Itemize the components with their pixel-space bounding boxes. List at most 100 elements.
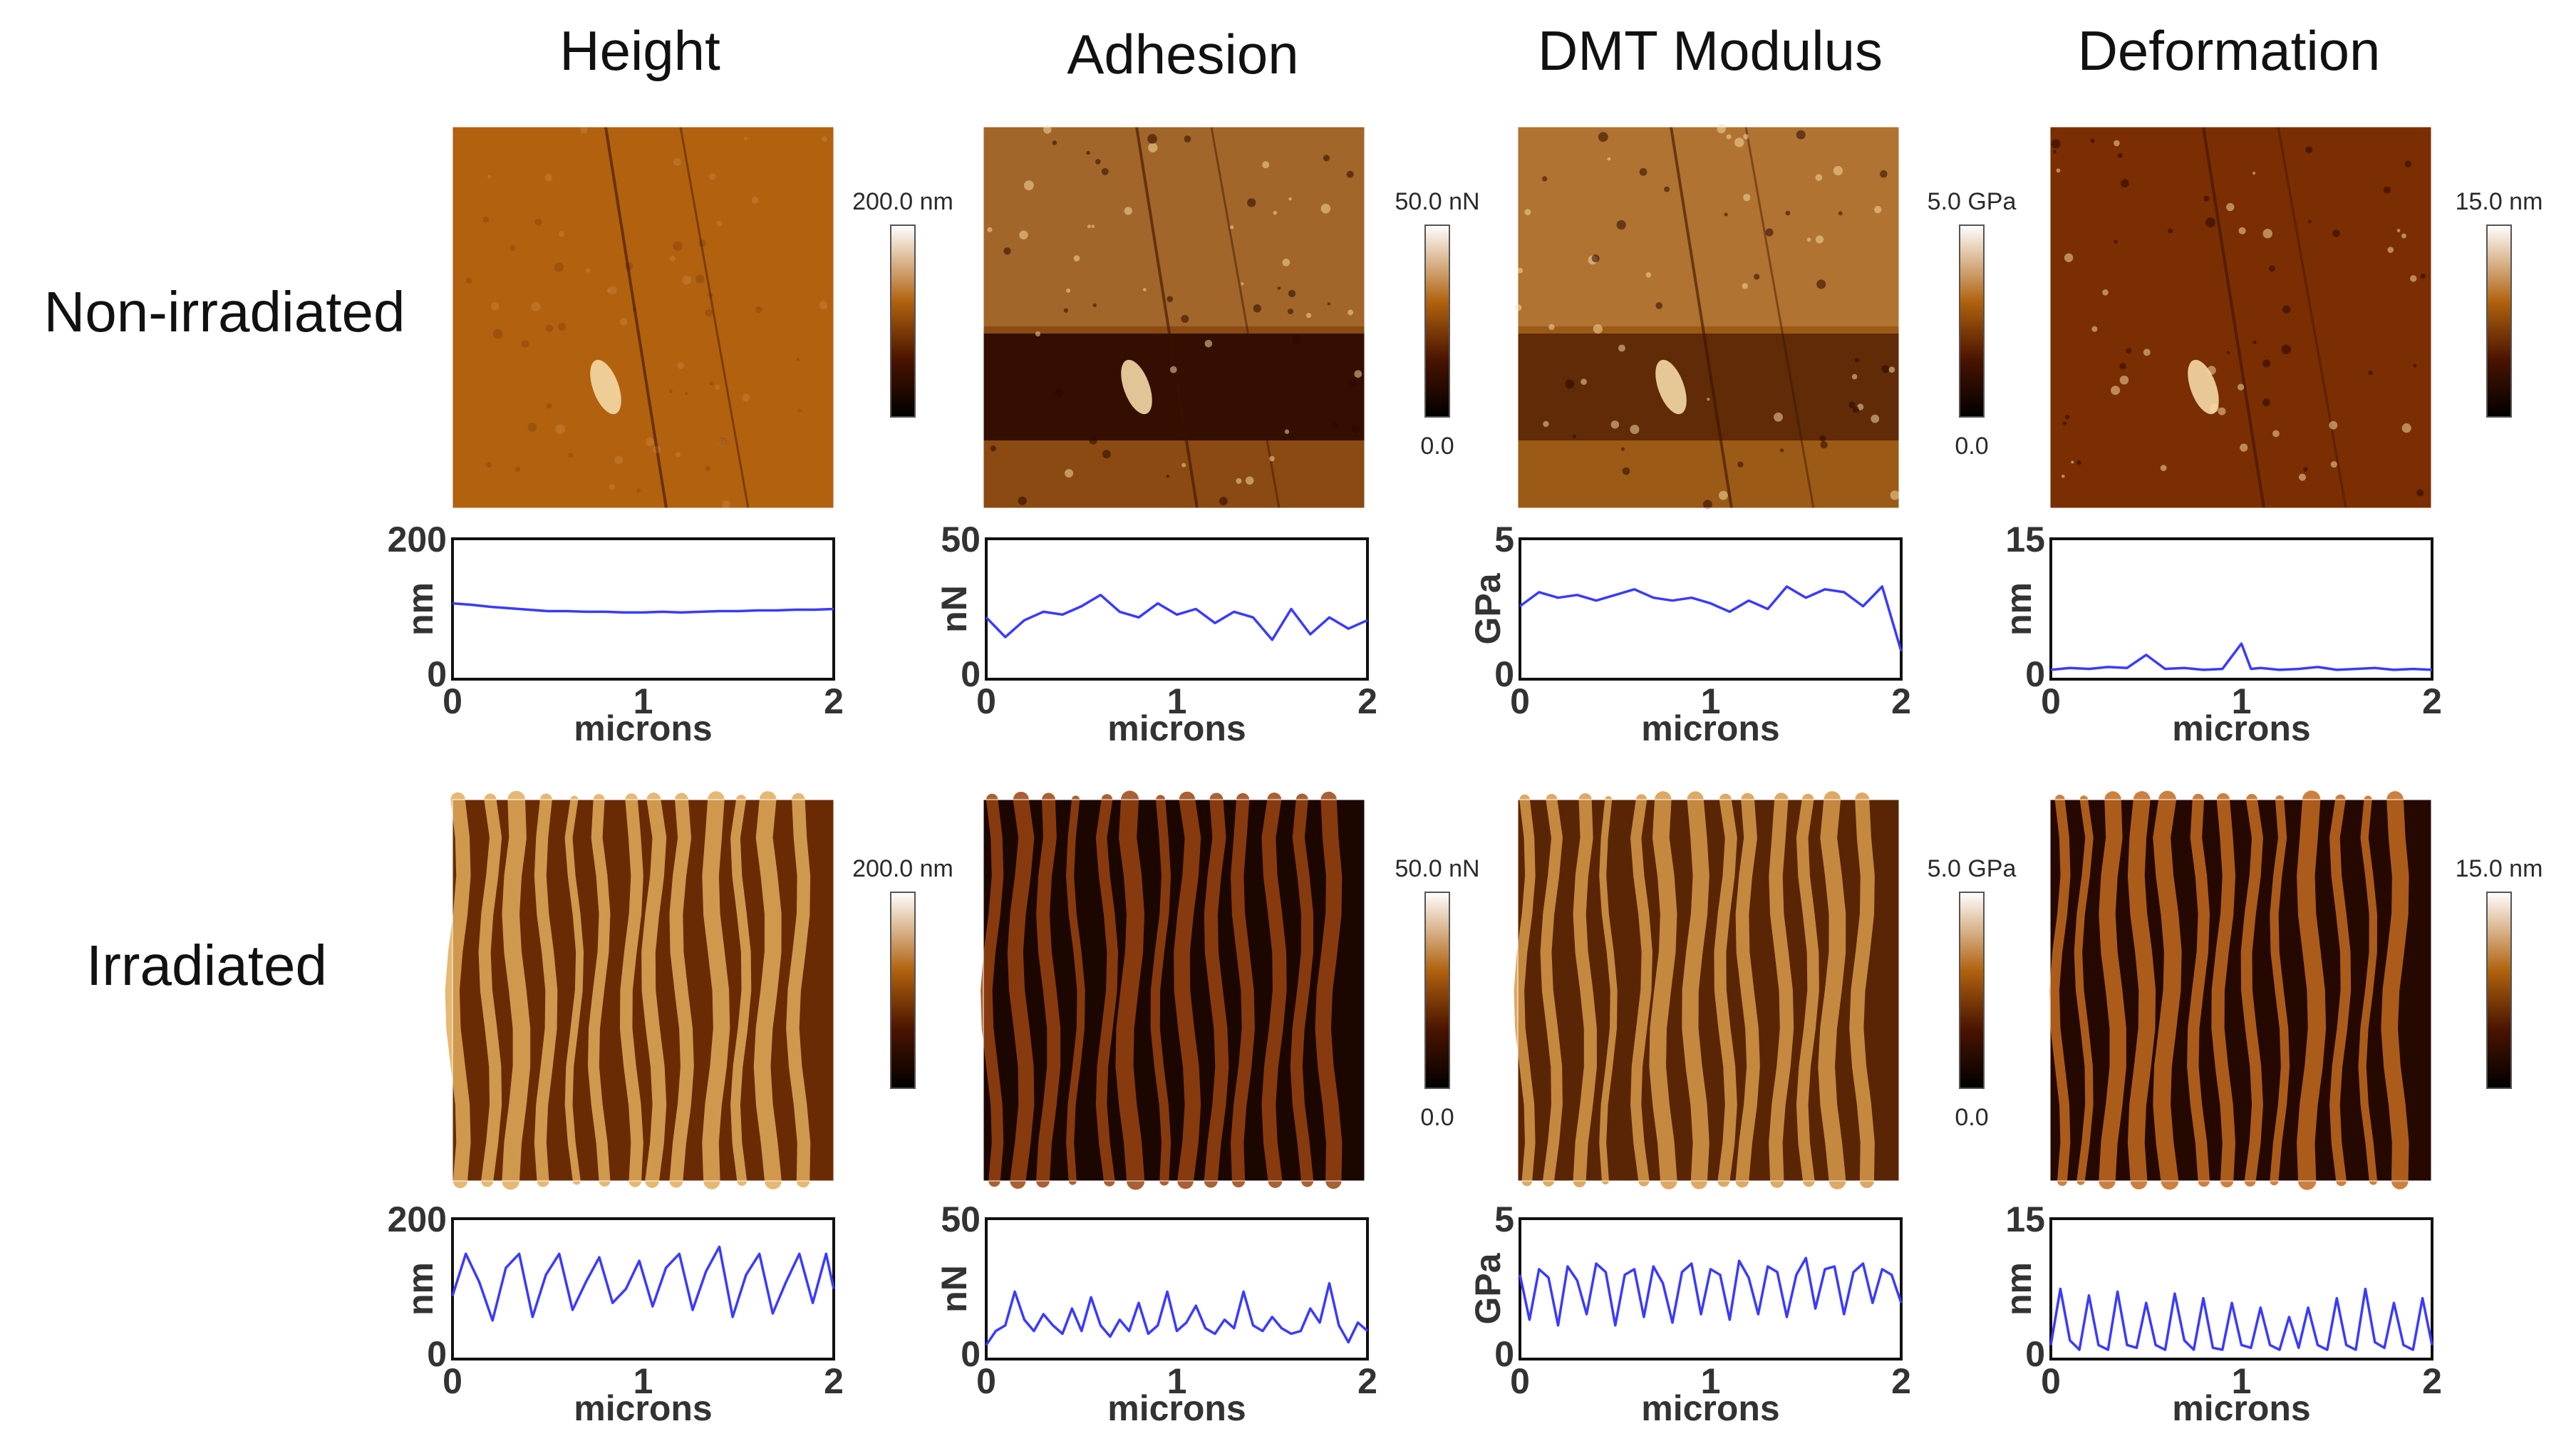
x-tick-label: 0: [443, 681, 462, 721]
y-tick-label-min: 0: [427, 654, 447, 694]
y-tick-label-max: 50: [941, 1199, 981, 1239]
x-axis-label: microns: [1641, 708, 1780, 748]
colorbar-min-label: 0.0: [1955, 433, 1988, 460]
x-tick-label: 1: [2232, 681, 2252, 721]
x-tick-label: 0: [976, 681, 996, 721]
colorbar-height-non-irradiated: 200.0 nm: [852, 188, 953, 418]
profile-plot-adhesion-irradiated: 50 00 1 2 microns nN: [934, 1199, 1377, 1428]
y-tick-label-max: 5: [1494, 520, 1514, 559]
y-tick-label-max: 5: [1494, 1199, 1514, 1239]
profile-plot-dmt-modulus-non-irradiated: 5 00 1 2 microns GPa: [1468, 520, 1911, 748]
y-axis-label: nm: [400, 1262, 440, 1316]
plot-frame: [2049, 537, 2433, 681]
x-axis-label: microns: [1107, 1388, 1246, 1428]
y-tick-label-min: 0: [2025, 654, 2045, 694]
colorbar-max-label: 5.0 GPa: [1928, 188, 2017, 215]
x-tick-label: 2: [1891, 1361, 1911, 1401]
colorbar-max-label: 200.0 nm: [852, 188, 953, 215]
x-tick-label: 1: [1701, 1361, 1721, 1401]
x-tick-label: 1: [1701, 681, 1721, 721]
x-tick-label: 2: [1357, 1361, 1377, 1401]
colorbar-max-label: 5.0 GPa: [1928, 855, 2017, 882]
x-tick-label: 0: [2041, 681, 2061, 721]
profile-plot-deformation-non-irradiated: 15 00 1 2 microns nm: [1999, 520, 2442, 748]
colorbar-deformation-irradiated: 15.0 nm: [2456, 855, 2543, 1089]
afm-map-dmt-modulus-irradiated: [1514, 791, 1900, 1189]
x-tick-label: 2: [1891, 681, 1911, 721]
column-header-dmt-modulus: DMT Modulus: [1538, 19, 1883, 82]
colorbar-dmt-modulus-irradiated: 5.0 GPa 0.0: [1928, 855, 2017, 1131]
colorbar-min-label: 0.0: [1420, 1104, 1454, 1131]
x-tick-label: 2: [824, 1361, 844, 1401]
y-tick-label-min: 0: [427, 1334, 447, 1374]
plot-frame: [1519, 537, 1903, 681]
afm-map-height-irradiated: [445, 790, 834, 1190]
y-tick-label-min: 0: [2025, 1334, 2045, 1374]
column-header-height: Height: [559, 19, 720, 82]
colorbar-min-label: 0.0: [1420, 433, 1454, 460]
column-header-adhesion: Adhesion: [1067, 23, 1298, 86]
row-label-irradiated: Irradiated: [86, 934, 327, 997]
y-tick-label-max: 15: [2005, 520, 2045, 559]
y-tick-label-max: 200: [388, 520, 447, 559]
colorbar-dmt-modulus-non-irradiated: 5.0 GPa 0.0: [1928, 188, 2017, 460]
row-label-non-irradiated: Non-irradiated: [44, 280, 405, 344]
afm-map-dmt-modulus-non-irradiated: [1515, 124, 1900, 510]
y-axis-label: nm: [400, 582, 440, 636]
x-axis-label: microns: [2172, 708, 2311, 748]
colorbar-max-label: 200.0 nm: [852, 855, 953, 882]
y-axis-label: GPa: [1468, 1252, 1508, 1324]
plot-frame: [985, 1217, 1369, 1361]
x-axis-label: microns: [1107, 708, 1246, 748]
x-tick-label: 1: [633, 681, 653, 721]
y-tick-label-min: 0: [961, 654, 981, 694]
y-axis-label: nN: [934, 1265, 974, 1313]
y-tick-label-max: 50: [941, 520, 981, 559]
y-tick-label-min: 0: [961, 1334, 981, 1374]
colorbar-adhesion-irradiated: 50.0 nN 0.0: [1395, 855, 1479, 1131]
afm-map-deformation-non-irradiated: [2049, 126, 2432, 509]
afm-map-height-non-irradiated: [452, 126, 834, 510]
y-tick-label-min: 0: [1494, 1334, 1514, 1374]
profile-line: [985, 1281, 1369, 1346]
x-tick-label: 0: [443, 1361, 462, 1401]
x-tick-label: 0: [976, 1361, 996, 1401]
x-tick-label: 2: [824, 681, 844, 721]
y-axis-label: nm: [1999, 1262, 2039, 1316]
afm-map-adhesion-irradiated: [981, 790, 1365, 1190]
profile-line: [1519, 585, 1903, 652]
column-header-deformation: Deformation: [2078, 19, 2381, 82]
colorbar-height-irradiated: 200.0 nm: [852, 855, 953, 1089]
x-tick-label: 1: [2232, 1361, 2252, 1401]
afm-map-grid: [445, 124, 2432, 1190]
profile-plot-dmt-modulus-irradiated: 5 00 1 2 microns GPa: [1468, 1199, 1911, 1428]
profile-plot-adhesion-non-irradiated: 50 00 1 2 microns nN: [934, 520, 1377, 748]
profile-line: [2049, 1287, 2433, 1351]
colorbar-max-label: 15.0 nm: [2456, 188, 2543, 215]
x-axis-label: microns: [1641, 1388, 1780, 1428]
plot-frame: [985, 537, 1369, 681]
x-axis-label: microns: [574, 1388, 713, 1428]
profile-line: [2050, 642, 2433, 671]
profile-line: [985, 594, 1368, 641]
profile-plot-deformation-irradiated: 15 00 1 2 microns nm: [1999, 1199, 2442, 1428]
y-axis-label: nN: [934, 585, 974, 633]
x-tick-label: 0: [1510, 1361, 1530, 1401]
x-tick-label: 1: [1167, 681, 1187, 721]
x-tick-label: 1: [633, 1361, 653, 1401]
plot-frame: [2049, 1217, 2433, 1361]
y-tick-label-max: 200: [388, 1199, 447, 1239]
x-axis-label: microns: [574, 708, 713, 748]
colorbar-max-label: 50.0 nN: [1395, 855, 1479, 882]
afm-map-deformation-irradiated: [2049, 790, 2432, 1190]
colorbar-min-label: 0.0: [1955, 1104, 1988, 1131]
x-tick-label: 2: [2422, 1361, 2442, 1401]
plot-frame: [451, 1217, 835, 1361]
x-tick-label: 0: [2041, 1361, 2061, 1401]
colorbar-max-label: 15.0 nm: [2456, 855, 2543, 882]
y-axis-label: GPa: [1468, 572, 1508, 644]
plot-frame: [1519, 1217, 1903, 1361]
profile-plot-height-irradiated: 200 00 1 2 microns nm: [388, 1199, 844, 1428]
